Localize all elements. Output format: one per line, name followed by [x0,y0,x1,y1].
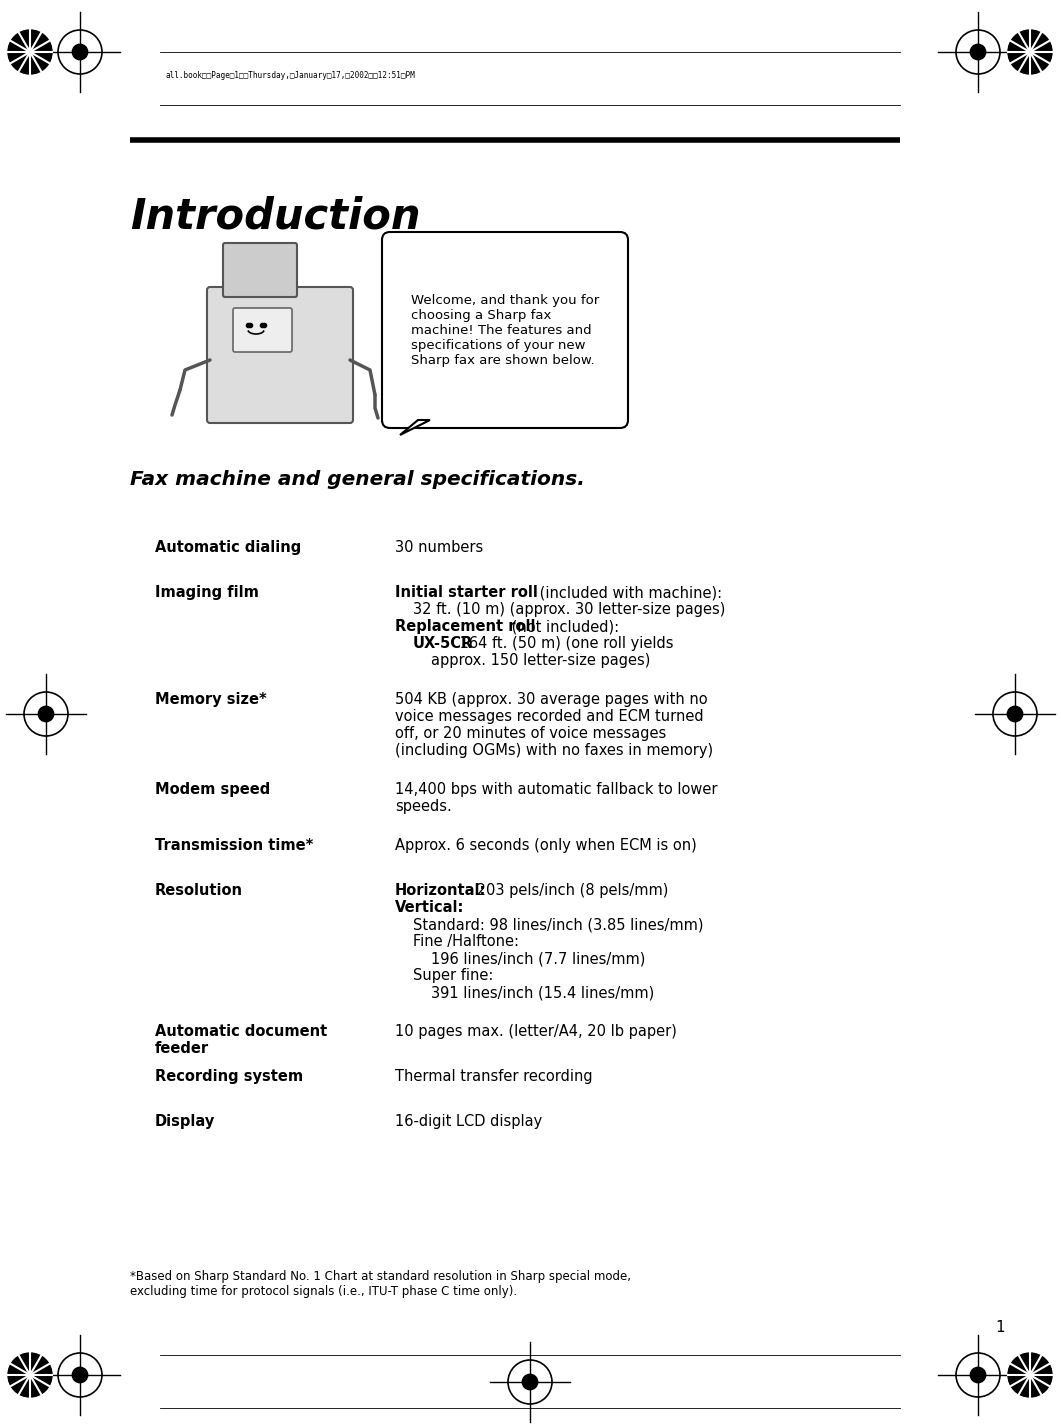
Text: 16-digit LCD display: 16-digit LCD display [395,1114,542,1130]
Text: approx. 150 letter-size pages): approx. 150 letter-size pages) [431,653,650,668]
Text: (including OGMs) with no faxes in memory): (including OGMs) with no faxes in memory… [395,743,713,758]
Text: Thermal transfer recording: Thermal transfer recording [395,1070,593,1084]
Circle shape [8,1352,52,1397]
Text: Vertical:: Vertical: [395,900,465,915]
Text: 10 pages max. (letter/A4, 20 lb paper): 10 pages max. (letter/A4, 20 lb paper) [395,1024,677,1040]
Text: Fine /Halftone:: Fine /Halftone: [413,934,519,950]
Text: Display: Display [155,1114,215,1130]
Text: (included with machine):: (included with machine): [535,585,723,600]
Circle shape [38,707,54,721]
Circle shape [72,1367,88,1382]
Text: Standard: 98 lines/inch (3.85 lines/mm): Standard: 98 lines/inch (3.85 lines/mm) [413,917,703,932]
Text: *Based on Sharp Standard No. 1 Chart at standard resolution in Sharp special mod: *Based on Sharp Standard No. 1 Chart at … [131,1269,631,1298]
Text: speeds.: speeds. [395,800,452,814]
Text: Memory size*: Memory size* [155,693,266,707]
Text: Introduction: Introduction [131,196,420,237]
Text: Modem speed: Modem speed [155,783,271,797]
Circle shape [1008,30,1053,74]
Text: Initial starter roll: Initial starter roll [395,585,538,600]
Circle shape [8,30,52,74]
Circle shape [1007,707,1023,721]
Text: Replacement roll: Replacement roll [395,618,536,634]
Text: 30 numbers: 30 numbers [395,540,483,555]
Text: 504 KB (approx. 30 average pages with no: 504 KB (approx. 30 average pages with no [395,693,708,707]
FancyBboxPatch shape [233,308,292,351]
Text: Recording system: Recording system [155,1070,303,1084]
Text: Horizontal:: Horizontal: [395,883,486,898]
Text: all.book□□Page□1□□Thursday,□January□17,□2002□□12:51□PM: all.book□□Page□1□□Thursday,□January□17,□… [166,70,415,80]
FancyBboxPatch shape [223,243,297,297]
Polygon shape [400,420,430,436]
Text: Approx. 6 seconds (only when ECM is on): Approx. 6 seconds (only when ECM is on) [395,838,697,853]
Text: 1: 1 [995,1319,1005,1335]
Text: 32 ft. (10 m) (approx. 30 letter-size pages): 32 ft. (10 m) (approx. 30 letter-size pa… [413,603,726,617]
Text: Resolution: Resolution [155,883,243,898]
Text: Automatic dialing: Automatic dialing [155,540,301,555]
Text: 203 pels/inch (8 pels/mm): 203 pels/inch (8 pels/mm) [472,883,668,898]
Text: voice messages recorded and ECM turned: voice messages recorded and ECM turned [395,708,703,724]
Text: 14,400 bps with automatic fallback to lower: 14,400 bps with automatic fallback to lo… [395,783,717,797]
Circle shape [72,44,88,60]
Text: 164 ft. (50 m) (one roll yields: 164 ft. (50 m) (one roll yields [455,635,674,651]
Text: off, or 20 minutes of voice messages: off, or 20 minutes of voice messages [395,725,666,741]
Circle shape [522,1374,538,1389]
Text: (not included):: (not included): [507,618,620,634]
Circle shape [971,44,986,60]
FancyBboxPatch shape [382,231,628,428]
Text: Welcome, and thank you for
choosing a Sharp fax
machine! The features and
specif: Welcome, and thank you for choosing a Sh… [411,294,599,367]
Circle shape [971,1367,986,1382]
Text: 196 lines/inch (7.7 lines/mm): 196 lines/inch (7.7 lines/mm) [431,951,645,965]
FancyBboxPatch shape [207,287,353,423]
Text: Imaging film: Imaging film [155,585,259,600]
Text: Transmission time*: Transmission time* [155,838,313,853]
Text: Automatic document
feeder: Automatic document feeder [155,1024,327,1057]
Text: 391 lines/inch (15.4 lines/mm): 391 lines/inch (15.4 lines/mm) [431,985,655,1000]
Circle shape [1008,1352,1053,1397]
Text: Fax machine and general specifications.: Fax machine and general specifications. [131,470,585,488]
Text: Super fine:: Super fine: [413,968,493,982]
Text: UX-5CR: UX-5CR [413,635,473,651]
